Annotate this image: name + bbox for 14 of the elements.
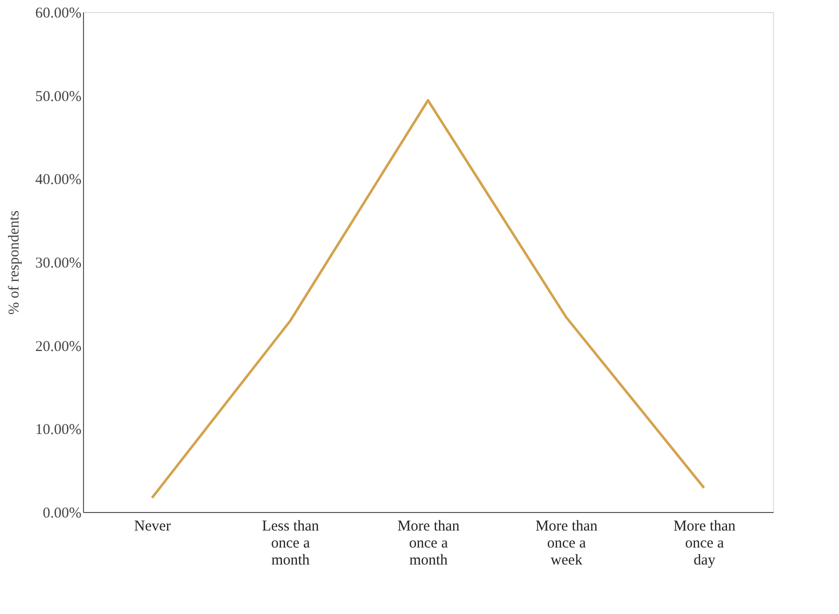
y-tick-label: 30.00% xyxy=(35,256,82,272)
y-tick-label: 40.00% xyxy=(35,172,82,188)
x-tick-label: More than once a week xyxy=(535,518,598,568)
x-tick-label: More than once a day xyxy=(673,518,736,568)
y-tick-label: 0.00% xyxy=(42,506,82,522)
y-tick-label: 20.00% xyxy=(35,338,82,355)
line-series xyxy=(150,99,706,500)
y-axis-title: % of respondents xyxy=(6,210,22,315)
x-tick-label: More than once a month xyxy=(397,518,460,568)
x-tick-label: Less than once a month xyxy=(262,518,320,568)
y-tick-label: 60.00% xyxy=(35,6,82,22)
y-tick-label: 50.00% xyxy=(35,88,82,105)
x-tick-label: Never xyxy=(134,518,171,534)
y-tick-label: 10.00% xyxy=(35,422,82,438)
